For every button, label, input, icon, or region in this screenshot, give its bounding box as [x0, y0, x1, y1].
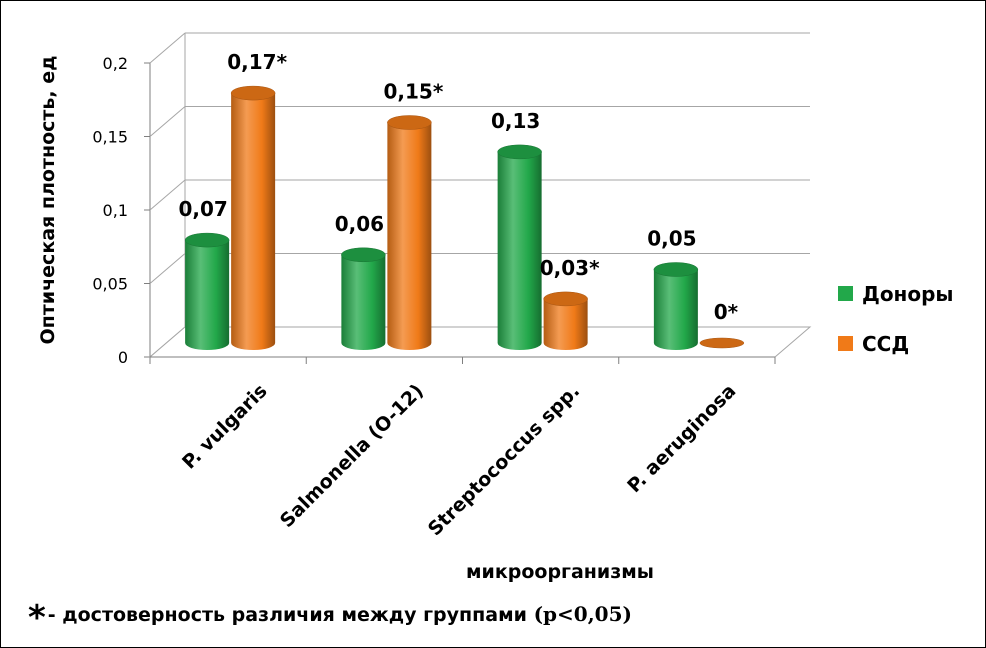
footnote-text: - достоверность различия между группами	[47, 604, 534, 626]
legend-label: Доноры	[862, 282, 954, 306]
bar-body	[387, 122, 432, 351]
bar-1-2	[543, 291, 588, 351]
y-tick-label: 0,05	[92, 275, 128, 294]
y-tick-label: 0,15	[92, 128, 128, 147]
legend: Доноры ССД	[838, 282, 954, 356]
data-label: 0,17*	[227, 50, 287, 74]
bar-top	[699, 337, 745, 349]
legend-label: ССД	[862, 332, 909, 356]
x-axis-title: микроорганизмы	[466, 561, 654, 583]
data-label: 0,03*	[540, 256, 600, 280]
bar-0-2	[497, 144, 542, 351]
chart-walls	[144, 32, 812, 364]
bar-body	[543, 298, 588, 351]
y-tick-label: 0,2	[103, 54, 128, 73]
bar-1-0	[230, 85, 276, 351]
side-gridline	[149, 32, 186, 64]
bar-body	[653, 269, 698, 351]
side-gridline	[149, 106, 186, 137]
footnote-star: *	[28, 598, 46, 638]
bar-top	[543, 291, 588, 307]
bars	[184, 85, 745, 351]
bar-0-3	[653, 262, 699, 351]
data-label: 0*	[714, 300, 739, 324]
data-label: 0,15*	[383, 80, 443, 104]
bar-top	[184, 232, 230, 248]
side-gridline	[149, 179, 186, 211]
x-tick-label: P. vulgaris	[178, 380, 272, 474]
x-tick-label: Salmonella (O-12)	[276, 380, 428, 532]
data-label: 0,05	[647, 227, 696, 251]
bar-0-0	[184, 232, 230, 351]
bar-1-3	[699, 337, 745, 349]
data-labels: 0,07 0,17* 0,06 0,15* 0,13 0,03* 0,05 0*	[178, 50, 738, 324]
y-axis-ticks: 0 0,05 0,1 0,15 0,2	[92, 54, 128, 367]
y-tick-label: 0	[118, 348, 128, 367]
legend-swatch	[838, 286, 853, 301]
bar-body	[341, 254, 386, 351]
data-label: 0,06	[335, 212, 384, 236]
x-tick-label: Streptococcus spp.	[424, 380, 584, 540]
data-label: 0,07	[178, 197, 227, 221]
x-tick-label: P. aeruginosa	[623, 380, 740, 497]
bar-body	[497, 151, 542, 351]
y-tick-label: 0,1	[103, 201, 128, 220]
bar-top	[230, 85, 276, 101]
bar-top	[341, 247, 386, 263]
bar-0-1	[341, 247, 386, 351]
side-gridline	[149, 253, 186, 284]
x-axis-categories: P. vulgaris Salmonella (O-12)Streptococcu…	[178, 380, 740, 540]
legend-swatch	[838, 336, 853, 351]
bar-top	[653, 262, 699, 277]
footnote: * - достоверность различия между группами…	[28, 598, 632, 638]
bar-body	[231, 93, 276, 351]
bar-top	[387, 115, 432, 130]
data-label: 0,13	[491, 109, 540, 133]
bar-body	[185, 240, 230, 351]
bar-top	[497, 144, 542, 160]
bar-1-1	[387, 115, 432, 351]
footnote-pvalue: (p<0,05)	[533, 602, 632, 626]
y-axis-title: Оптическая плотность, ед	[37, 56, 59, 345]
